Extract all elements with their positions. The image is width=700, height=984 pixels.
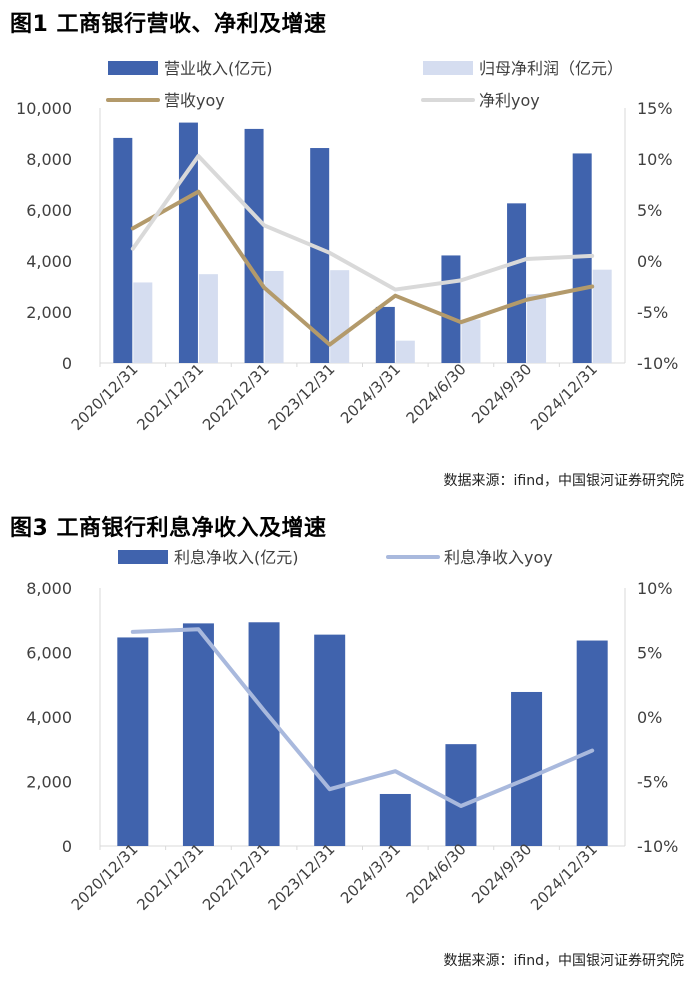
chart1-y-right-tick-label: 10% xyxy=(637,150,673,169)
chart1-bar xyxy=(178,122,198,363)
chart2-y-left-tick-label: 8,000 xyxy=(26,579,72,598)
chart1-bar xyxy=(527,294,547,363)
chart2-svg: 0 2,000 4,000 6,000 8,000 -10% -5% 0% 5% 10% 2020/… xyxy=(26,548,678,914)
chart1-x-tick-label: 2024/9/30 xyxy=(468,360,535,427)
chart1-x-tick-label: 2023/12/31 xyxy=(265,360,339,434)
chart2-x-tick-label: 2024/9/30 xyxy=(468,840,535,907)
chart2-bar xyxy=(248,622,280,846)
chart2-x-tick-label: 2024/12/31 xyxy=(527,840,601,914)
chart1-y-left-tick-label: 6,000 xyxy=(26,201,72,220)
chart1-legend-label: 营业收入(亿元) xyxy=(164,59,273,78)
chart1-bar xyxy=(133,282,153,363)
chart2-legend-label: 利息净收入yoy xyxy=(444,548,553,567)
chart1-x-tick-label: 2020/12/31 xyxy=(68,360,142,434)
chart1-series-line xyxy=(130,189,595,347)
chart1-title: 图1 工商银行营收、净利及增速 xyxy=(10,12,327,37)
chart2-x-tick-label: 2023/12/31 xyxy=(265,840,339,914)
chart2-series-line xyxy=(130,627,595,809)
chart1-bar xyxy=(461,319,481,363)
chart2-y-left-tick-label: 6,000 xyxy=(26,644,72,663)
chart2-legend-swatch xyxy=(118,550,168,564)
chart1-svg: 0 2,000 4,000 6,000 8,000 10,000 -10% -5% 0% 5% 10… xyxy=(16,59,678,434)
chart2-legend-label: 利息净收入(亿元) xyxy=(174,548,299,567)
chart1-y-left-tick-label: 2,000 xyxy=(26,303,72,322)
chart1-y-right-tick-label: -5% xyxy=(637,303,668,322)
chart2-y-right-tick-label: -5% xyxy=(637,773,668,792)
chart1-legend-label: 归母净利润（亿元） xyxy=(479,59,623,78)
chart1-x-tick-label: 2021/12/31 xyxy=(133,360,207,434)
chart2-bar xyxy=(314,634,346,846)
chart2-x-tick-label: 2022/12/31 xyxy=(199,840,273,914)
chart1-x-tick-label: 2022/12/31 xyxy=(199,360,273,434)
chart2-source: 数据来源：ifind，中国银河证券研究院 xyxy=(443,953,684,969)
chart1-y-left-tick-label: 4,000 xyxy=(26,252,72,271)
chart2-y-right-tick-label: 0% xyxy=(637,708,662,727)
chart1-x-tick-label: 2024/3/31 xyxy=(337,360,404,427)
chart1-x-tick-label: 2024/6/30 xyxy=(403,360,470,427)
chart2-y-left-tick-label: 4,000 xyxy=(26,708,72,727)
chart2-y-right-tick-label: -10% xyxy=(637,837,678,856)
chart2-y-right-tick-label: 10% xyxy=(637,579,673,598)
chart2-bar xyxy=(117,637,149,846)
chart1-bar xyxy=(198,274,218,363)
chart2-x-tick-label: 2020/12/31 xyxy=(68,840,142,914)
chart1-legend-swatch xyxy=(423,61,473,75)
chart2-bar xyxy=(576,640,608,846)
chart1-bar xyxy=(395,340,415,363)
chart1-source: 数据来源：ifind，中国银河证券研究院 xyxy=(443,473,684,489)
chart2-y-left-tick-label: 0 xyxy=(62,837,72,856)
chart1-y-left-tick-label: 10,000 xyxy=(16,99,72,118)
chart1-y-right-tick-label: 0% xyxy=(637,252,662,271)
chart1-legend-label: 净利yoy xyxy=(479,91,540,110)
chart2-x-tick-label: 2021/12/31 xyxy=(133,840,207,914)
chart1-bar xyxy=(507,203,527,363)
chart2-y-right-tick-label: 5% xyxy=(637,644,662,663)
chart1-bar xyxy=(375,306,395,363)
chart1-bar xyxy=(592,269,612,363)
chart2-bar xyxy=(379,793,411,846)
chart2-bar xyxy=(511,691,543,846)
chart2-bar xyxy=(445,744,477,846)
chart2-x-tick-label: 2024/6/30 xyxy=(403,840,470,907)
chart2-bar xyxy=(182,623,214,846)
chart1-bar xyxy=(330,270,350,363)
chart1-series-line xyxy=(130,153,595,292)
chart2-y-left-tick-label: 2,000 xyxy=(26,773,72,792)
chart1-y-right-tick-label: 5% xyxy=(637,201,662,220)
chart1-y-left-tick-label: 0 xyxy=(62,354,72,373)
chart1-x-tick-label: 2024/12/31 xyxy=(527,360,601,434)
chart1-bar xyxy=(310,148,330,363)
chart1-bar xyxy=(264,270,284,363)
chart1-bar xyxy=(244,128,264,363)
chart1-y-right-tick-label: 15% xyxy=(637,99,673,118)
chart2-title: 图3 工商银行利息净收入及增速 xyxy=(10,516,327,541)
chart1-legend-swatch xyxy=(108,61,158,75)
chart1-y-right-tick-label: -10% xyxy=(637,354,678,373)
chart1-legend-label: 营收yoy xyxy=(164,91,225,110)
chart2-x-tick-label: 2024/3/31 xyxy=(337,840,404,907)
chart1-bar xyxy=(113,137,133,363)
chart1-bar xyxy=(441,255,461,363)
chart1-y-left-tick-label: 8,000 xyxy=(26,150,72,169)
